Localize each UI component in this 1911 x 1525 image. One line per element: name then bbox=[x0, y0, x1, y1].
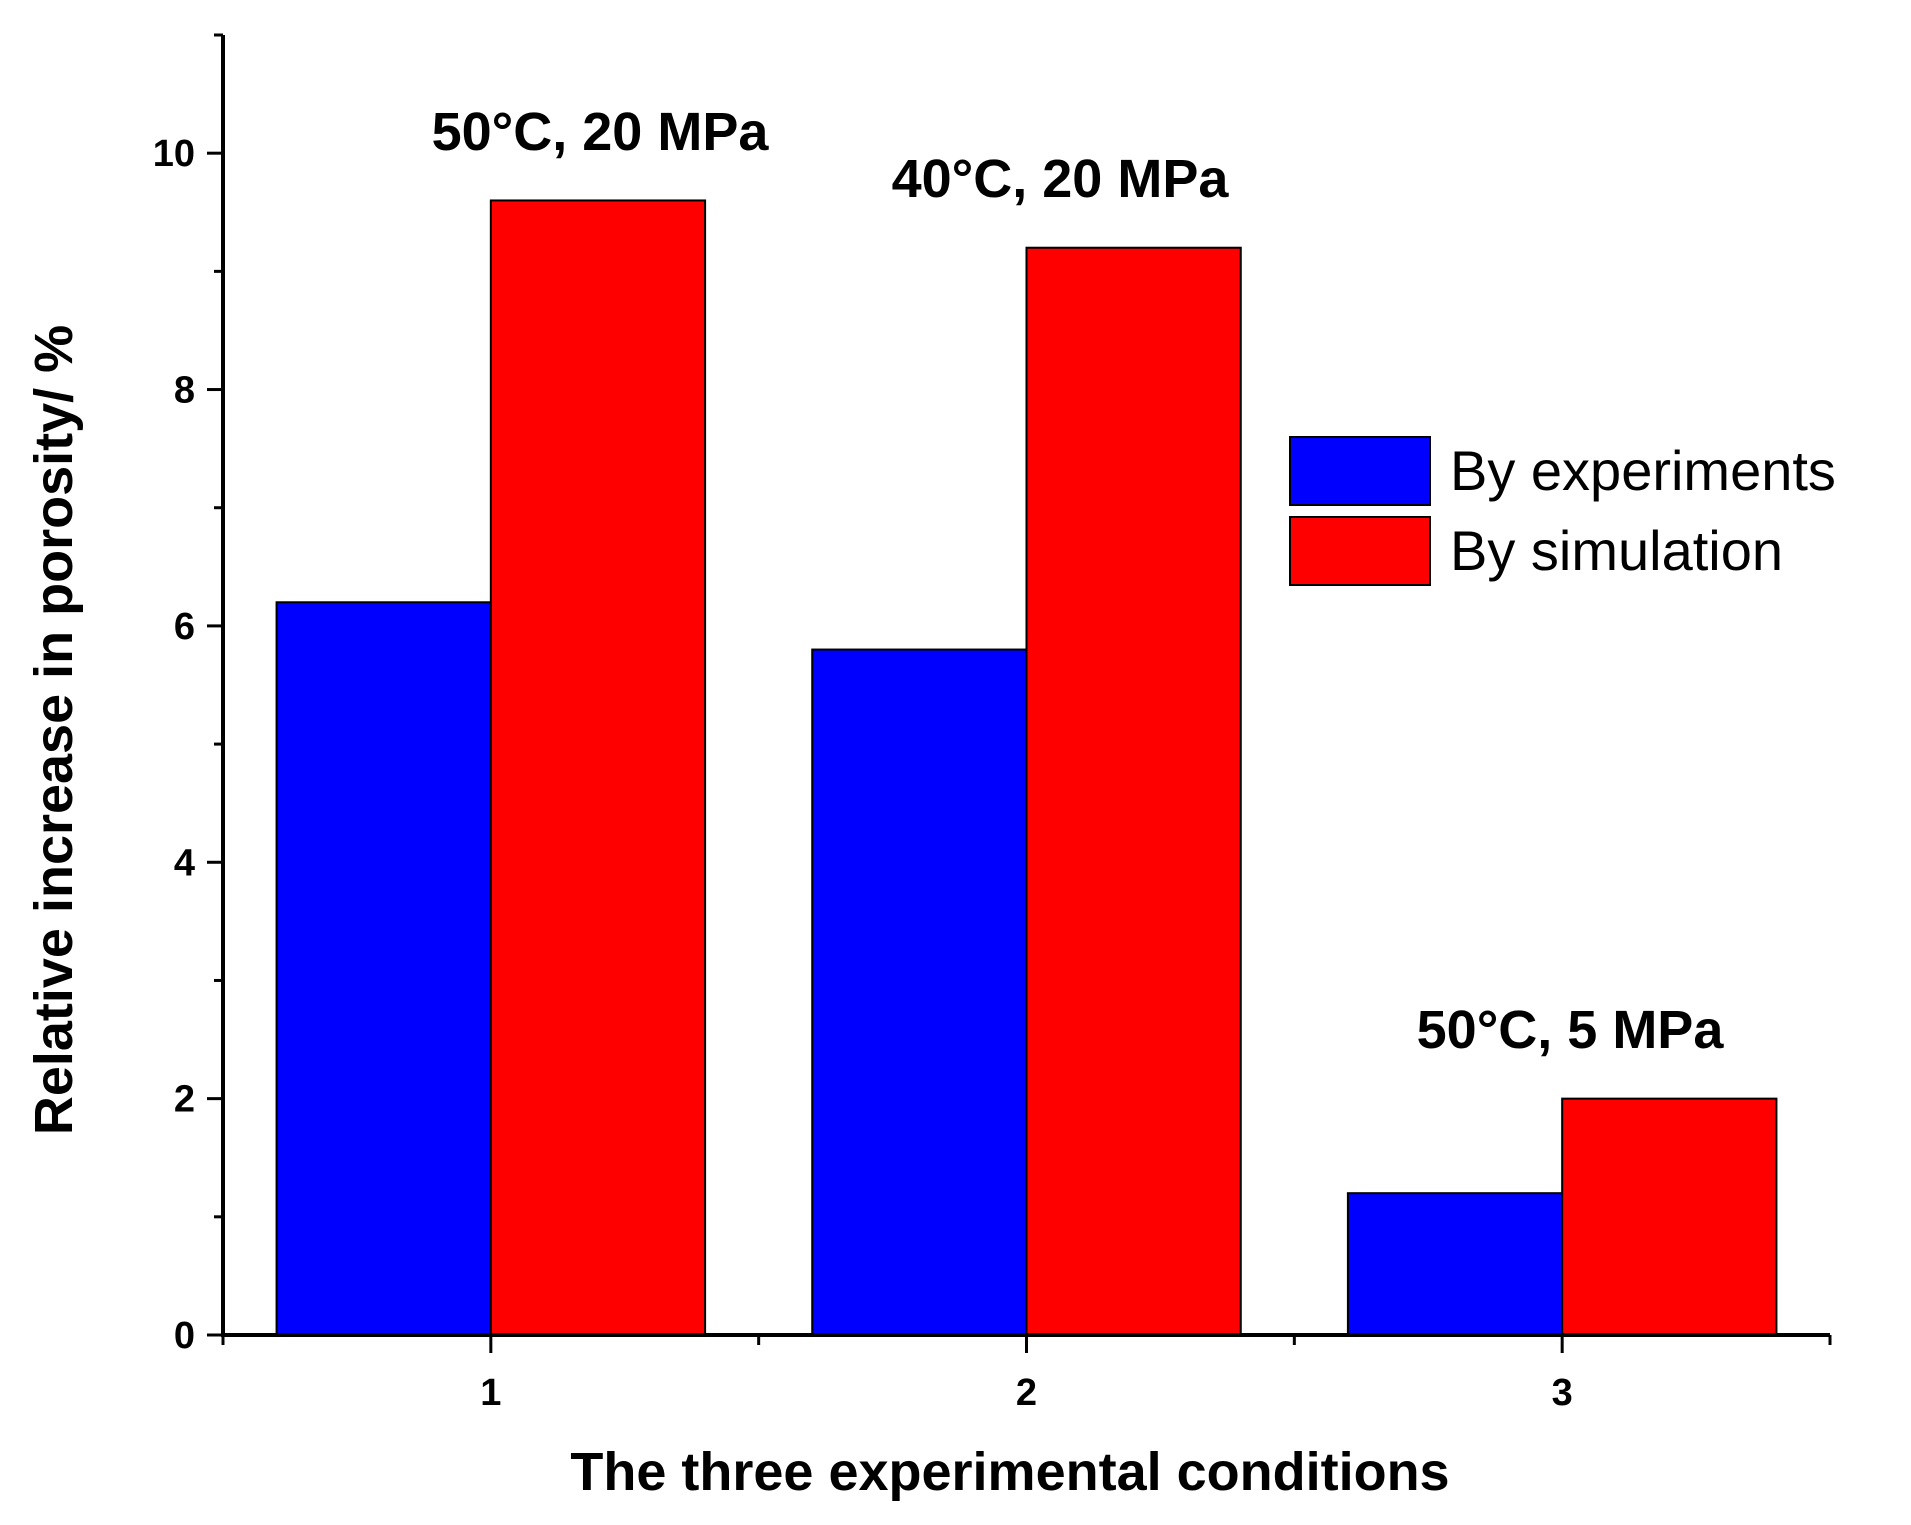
x-tick-label: 2 bbox=[1016, 1372, 1037, 1414]
y-tick-label: 0 bbox=[174, 1315, 195, 1357]
legend-label-simulation: By simulation bbox=[1450, 519, 1783, 582]
bar-experiments-2 bbox=[811, 648, 1028, 1336]
bar-simulation-3 bbox=[1561, 1097, 1778, 1336]
legend-swatch-experiments bbox=[1289, 436, 1431, 506]
x-axis-title: The three experimental conditions bbox=[570, 1442, 1449, 1502]
y-tick-label: 10 bbox=[153, 133, 195, 175]
legend: By experiments By simulation bbox=[1289, 436, 1836, 586]
y-tick-label: 2 bbox=[174, 1079, 195, 1121]
annotation-condition-2: 40°C, 20 MPa bbox=[892, 149, 1230, 209]
bar-experiments-1 bbox=[275, 601, 492, 1336]
annotation-condition-1: 50°C, 20 MPa bbox=[432, 102, 770, 162]
x-tick-label: 3 bbox=[1552, 1372, 1573, 1414]
x-tick-label: 1 bbox=[480, 1372, 501, 1414]
bar-simulation-2 bbox=[1025, 246, 1242, 1336]
bar-experiments-3 bbox=[1346, 1192, 1564, 1336]
y-tick-label: 4 bbox=[174, 842, 195, 884]
annotation-condition-3: 50°C, 5 MPa bbox=[1417, 1000, 1725, 1060]
y-tick-label: 6 bbox=[174, 606, 195, 648]
legend-swatch-simulation bbox=[1289, 516, 1431, 586]
bars-layer bbox=[275, 199, 1778, 1336]
legend-label-experiments: By experiments bbox=[1450, 439, 1836, 502]
y-tick-label: 8 bbox=[174, 370, 195, 412]
y-axis-title: Relative increase in porosity/ % bbox=[24, 325, 84, 1135]
bar-simulation-1 bbox=[489, 199, 707, 1336]
